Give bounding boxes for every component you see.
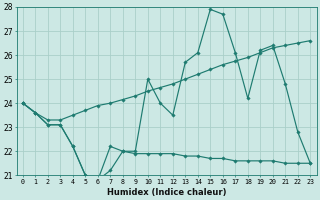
X-axis label: Humidex (Indice chaleur): Humidex (Indice chaleur) xyxy=(107,188,226,197)
